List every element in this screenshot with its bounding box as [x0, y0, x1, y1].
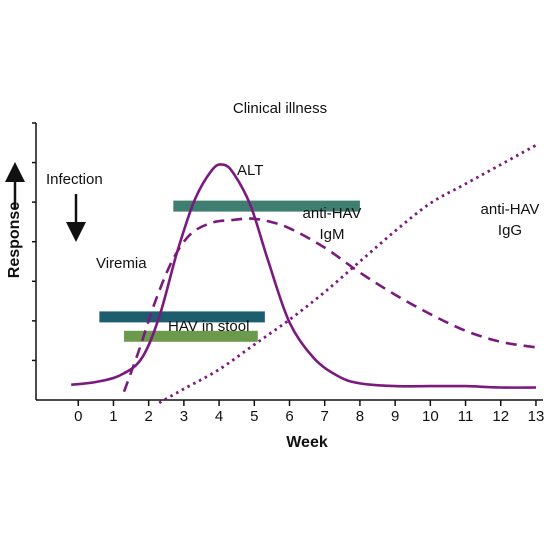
igg-label-line2: IgG	[498, 222, 522, 239]
viremia-label: Viremia	[96, 255, 147, 272]
x-tick-label: 2	[144, 408, 152, 425]
igm-label-line1: anti-HAV	[303, 205, 362, 222]
x-tick-label: 3	[180, 408, 188, 425]
igm-label-line2: IgM	[319, 226, 344, 243]
bars-layer	[99, 200, 360, 342]
clinical-illness-bar	[173, 200, 360, 212]
viremia-bar	[99, 311, 265, 323]
hav-in-stool-bar	[124, 330, 258, 342]
x-tick-label: 12	[492, 408, 509, 425]
x-tick-label: 9	[391, 408, 399, 425]
hav-in-stool-label: HAV in stool	[168, 318, 249, 335]
anti-hav-igm-line	[122, 217, 537, 393]
x-tick-label: 11	[458, 408, 474, 425]
x-tick-label: 0	[74, 408, 82, 425]
alt-label: ALT	[237, 162, 263, 179]
series-layer	[71, 143, 537, 405]
x-tick-label: 7	[321, 408, 329, 425]
clinical-illness-label: Clinical illness	[233, 100, 327, 117]
x-axis-title: Week	[286, 434, 328, 451]
x-tick-label: 10	[422, 408, 439, 425]
x-tick-label: 8	[356, 408, 364, 425]
igg-label-line1: anti-HAV	[481, 201, 540, 218]
x-tick-label: 6	[285, 408, 293, 425]
x-tick-label: 4	[215, 408, 223, 425]
x-tick-label: 13	[528, 408, 545, 425]
y-axis-title: Response	[6, 202, 23, 279]
alt-line	[71, 163, 537, 389]
infection-label: Infection	[46, 171, 103, 188]
axes-layer: 0 1 2 3 4 5 6 7 8 9 10 11 12 13	[32, 122, 545, 425]
x-tick-label: 1	[109, 408, 117, 425]
anti-hav-igg-line	[158, 143, 537, 405]
x-tick-label: 5	[250, 408, 258, 425]
